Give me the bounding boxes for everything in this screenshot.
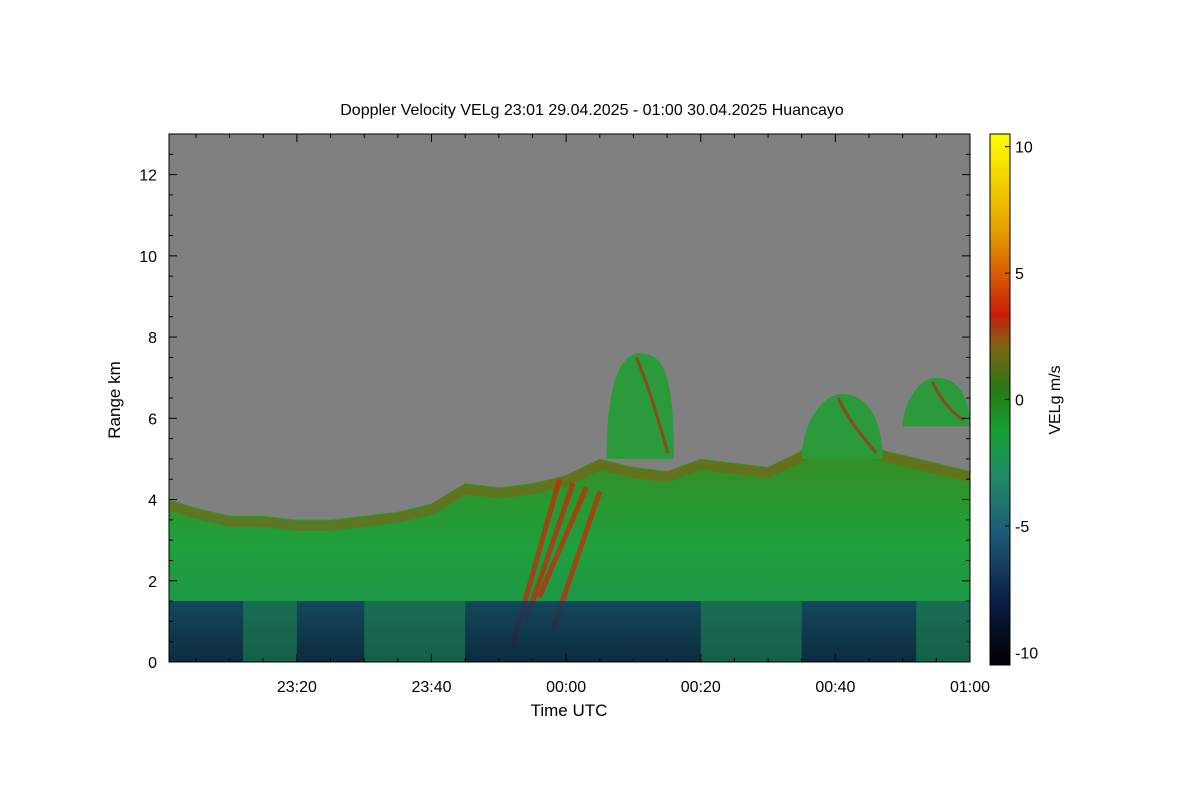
colorbar-tick-label: 5 [1015, 266, 1024, 283]
x-axis-label: Time UTC [531, 701, 608, 720]
fall-streak [536, 486, 589, 599]
colorbar-tick-label: 0 [1015, 393, 1024, 410]
y-tick-label: 8 [148, 330, 157, 347]
fall-streak [523, 482, 576, 623]
y-tick-label: 10 [139, 249, 157, 266]
low-layer-patch [243, 601, 297, 662]
y-axis: 0 2 4 6 8 10 12 [139, 133, 970, 672]
y-tick-label: 6 [148, 411, 157, 428]
x-tick-label: 00:20 [681, 679, 721, 696]
colorbar-label: VELg m/s [1047, 365, 1064, 434]
low-layer-patch [364, 601, 466, 662]
y-tick-label: 2 [148, 574, 157, 591]
elevated-cell-updraft [836, 397, 878, 454]
radar-echo-layer [169, 353, 970, 662]
low-layer-patch [700, 601, 802, 662]
y-tick-label: 0 [148, 655, 157, 672]
low-layer-patch [916, 601, 970, 662]
colorbar-tick-label: -5 [1015, 519, 1029, 536]
plot-area [169, 134, 970, 662]
colorbar-ticks: 10 5 0 -5 -10 [1005, 140, 1038, 662]
elevated-cell-updraft [634, 356, 670, 454]
elevated-cell-updraft [930, 381, 965, 422]
low-velocity-layer [169, 601, 970, 662]
y-tick-label: 4 [148, 493, 157, 510]
y-axis-label: Range km [105, 361, 124, 438]
x-axis: 23:20 23:40 00:00 00:20 00:40 01:00 [195, 134, 990, 696]
chart-title: Doppler Velocity VELg 23:01 29.04.2025 -… [340, 102, 844, 119]
colorbar-tick-label: -10 [1015, 645, 1038, 662]
x-tick-label: 01:00 [950, 679, 990, 696]
elevated-cell [606, 353, 674, 459]
y-tick-label: 12 [139, 168, 157, 185]
elevated-cell [801, 393, 883, 459]
elevated-cell [902, 377, 970, 427]
x-tick-label: 00:00 [546, 679, 586, 696]
x-tick-label: 00:40 [815, 679, 855, 696]
colorbar-tick-label: 10 [1015, 140, 1033, 157]
x-tick-label: 23:40 [411, 679, 451, 696]
colorbar: 10 5 0 -5 -10 VELg m/s [989, 133, 1064, 666]
x-tick-label: 23:20 [277, 679, 317, 696]
